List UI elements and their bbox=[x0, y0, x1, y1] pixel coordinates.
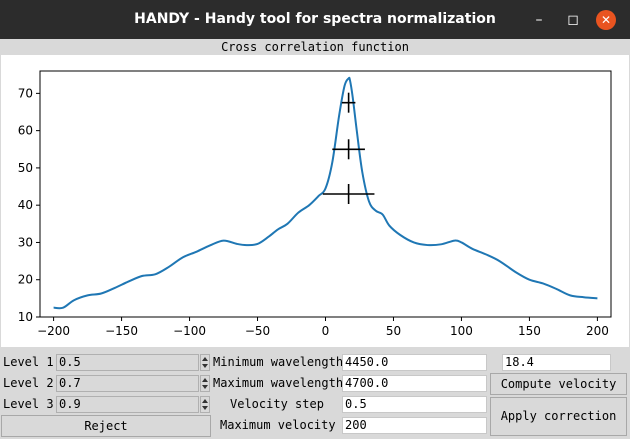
compute-velocity-button[interactable]: Compute velocity bbox=[490, 373, 627, 395]
level2-spinner[interactable] bbox=[200, 375, 210, 392]
x-tick-label: −50 bbox=[245, 324, 270, 338]
max-velocity-input[interactable]: 200 bbox=[342, 417, 487, 434]
spin-down-icon[interactable] bbox=[202, 364, 208, 368]
plot-area[interactable]: −200 −150 −100 −50 0 50 100 150 200 10 20 30 40 50 60 7… bbox=[1, 55, 629, 347]
level2-input[interactable]: 0.7 bbox=[56, 375, 199, 392]
spin-down-icon[interactable] bbox=[202, 385, 208, 389]
level3-input[interactable]: 0.9 bbox=[56, 396, 199, 413]
apply-correction-button[interactable]: Apply correction bbox=[490, 397, 627, 436]
x-tick-label: 50 bbox=[386, 324, 401, 338]
y-tick-label: 20 bbox=[18, 273, 33, 287]
level1-label: Level 1 bbox=[3, 355, 54, 369]
close-icon: ✕ bbox=[600, 13, 612, 27]
maximize-button[interactable]: ◻ bbox=[563, 10, 583, 30]
cross-correlation-chart[interactable]: −200 −150 −100 −50 0 50 100 150 200 10 20 30 40 50 60 7… bbox=[1, 55, 629, 347]
x-tick-label: −150 bbox=[105, 324, 138, 338]
x-tick-label: −200 bbox=[37, 324, 70, 338]
max-velocity-label: Maximum velocity bbox=[220, 418, 336, 432]
minimize-icon: – bbox=[535, 12, 543, 28]
level1-spinner[interactable] bbox=[200, 354, 210, 371]
spin-up-icon[interactable] bbox=[202, 399, 208, 403]
y-tick-label: 40 bbox=[18, 198, 33, 212]
x-tick-label: 100 bbox=[450, 324, 473, 338]
max-wavelength-input[interactable]: 4700.0 bbox=[342, 375, 487, 392]
level1-input[interactable]: 0.5 bbox=[56, 354, 199, 371]
spin-up-icon[interactable] bbox=[202, 357, 208, 361]
min-wavelength-label: Minimum wavelength bbox=[213, 355, 344, 369]
min-wavelength-input[interactable]: 4450.0 bbox=[342, 354, 487, 371]
level3-spinner[interactable] bbox=[200, 396, 210, 413]
spin-up-icon[interactable] bbox=[202, 378, 208, 382]
y-tick-label: 70 bbox=[18, 86, 33, 100]
x-tick-label: −100 bbox=[173, 324, 206, 338]
y-tick-label: 30 bbox=[18, 235, 33, 249]
level3-label: Level 3 bbox=[3, 397, 54, 411]
maximize-icon: ◻ bbox=[567, 12, 579, 28]
y-tick-label: 50 bbox=[18, 161, 33, 175]
y-tick-label: 60 bbox=[18, 124, 33, 138]
ccf-series-line bbox=[53, 76, 598, 310]
spin-down-icon[interactable] bbox=[202, 406, 208, 410]
x-tick-label: 150 bbox=[518, 324, 541, 338]
velocity-step-input[interactable]: 0.5 bbox=[342, 396, 487, 413]
x-tick-label: 200 bbox=[586, 324, 609, 338]
reject-button[interactable]: Reject bbox=[1, 415, 211, 437]
x-tick-label: 0 bbox=[322, 324, 330, 338]
window-title: HANDY - Handy tool for spectra normaliza… bbox=[134, 11, 496, 27]
close-button[interactable]: ✕ bbox=[596, 10, 616, 30]
title-bar: HANDY - Handy tool for spectra normaliza… bbox=[0, 0, 630, 39]
minimize-button[interactable]: – bbox=[529, 10, 549, 30]
plot-header: Cross correlation function bbox=[221, 40, 409, 54]
velocity-result-field[interactable]: 18.4 bbox=[502, 354, 611, 371]
velocity-step-label: Velocity step bbox=[230, 397, 324, 411]
level2-label: Level 2 bbox=[3, 376, 54, 390]
y-tick-label: 10 bbox=[18, 310, 33, 324]
max-wavelength-label: Maximum wavelength bbox=[213, 376, 344, 390]
